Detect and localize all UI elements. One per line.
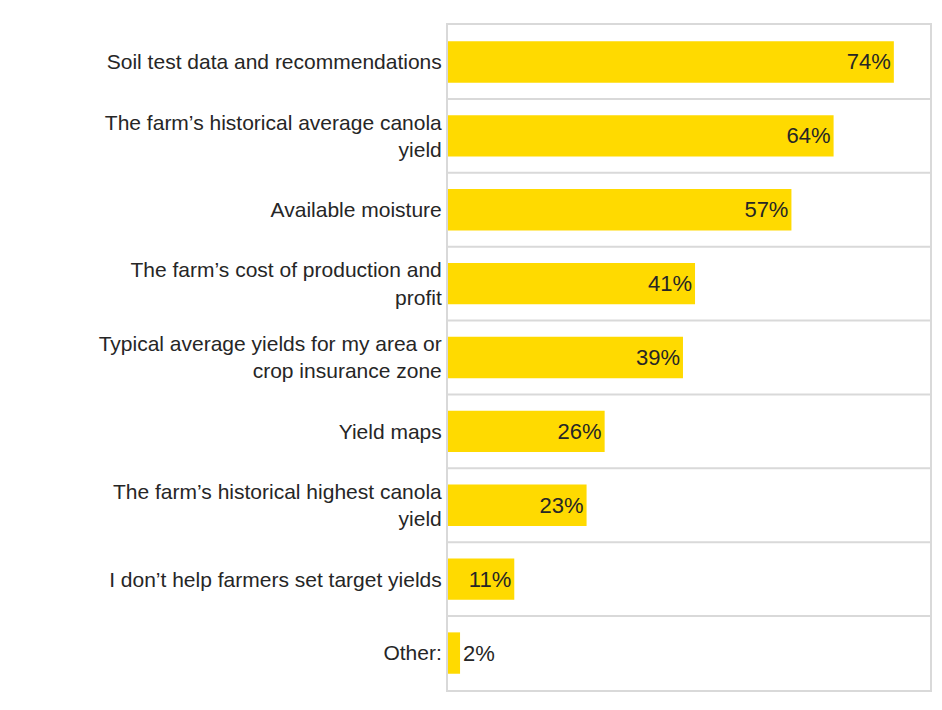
svg-text:Other:: Other: [383,641,441,664]
svg-text:26%: 26% [558,419,602,444]
svg-text:64%: 64% [787,123,831,148]
svg-text:The farm’s historical average: The farm’s historical average canolayiel… [105,111,442,161]
svg-text:57%: 57% [744,197,788,222]
svg-text:The farm’s historical highest: The farm’s historical highest canolayiel… [113,480,442,530]
svg-text:74%: 74% [847,49,891,74]
svg-text:23%: 23% [540,493,584,518]
svg-text:41%: 41% [648,271,692,296]
svg-text:I don’t help farmers set targe: I don’t help farmers set target yields [109,568,442,591]
svg-text:2%: 2% [463,641,495,666]
svg-text:Available moisture: Available moisture [271,198,442,221]
svg-text:The farm’s cost of production: The farm’s cost of production andprofit [131,258,442,308]
svg-text:Yield maps: Yield maps [339,420,442,443]
svg-text:39%: 39% [636,345,680,370]
svg-text:Typical average yields for my: Typical average yields for my area orcro… [99,332,442,382]
svg-text:Soil test data and recommendat: Soil test data and recommendations [107,50,442,73]
svg-text:11%: 11% [469,567,511,592]
